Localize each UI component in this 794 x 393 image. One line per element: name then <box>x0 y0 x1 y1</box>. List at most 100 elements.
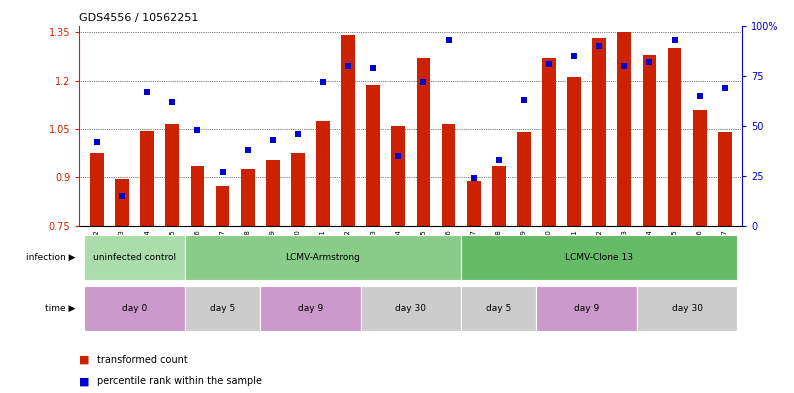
Bar <box>266 160 279 226</box>
Bar <box>216 185 229 226</box>
Bar <box>436 26 461 226</box>
Bar <box>467 181 480 226</box>
Text: GDS4556 / 10562251: GDS4556 / 10562251 <box>79 13 198 23</box>
Bar <box>417 58 430 226</box>
Bar <box>537 286 637 331</box>
Bar <box>567 77 581 226</box>
Text: day 9: day 9 <box>298 304 323 313</box>
Point <box>341 62 354 69</box>
Point <box>116 193 129 199</box>
Text: day 30: day 30 <box>672 304 703 313</box>
Bar <box>592 39 606 226</box>
Text: uninfected control: uninfected control <box>93 253 176 262</box>
Text: percentile rank within the sample: percentile rank within the sample <box>97 376 262 386</box>
Text: infection ▶: infection ▶ <box>26 253 75 262</box>
Bar <box>366 85 380 226</box>
Bar <box>668 48 681 226</box>
Point <box>91 139 103 145</box>
Point <box>241 147 254 153</box>
Bar <box>637 286 738 331</box>
Point <box>367 64 380 71</box>
Bar <box>360 26 386 226</box>
Text: time ▶: time ▶ <box>45 304 75 313</box>
Bar <box>712 26 738 226</box>
Bar <box>160 26 185 226</box>
Point <box>643 59 656 65</box>
Point <box>216 169 229 175</box>
Bar <box>486 26 511 226</box>
Bar <box>235 26 260 226</box>
Point <box>542 61 555 67</box>
Bar <box>336 26 360 226</box>
Bar <box>542 58 556 226</box>
Bar <box>360 286 461 331</box>
Bar <box>662 26 687 226</box>
Bar <box>285 26 310 226</box>
Bar <box>537 26 561 226</box>
Text: ■: ■ <box>79 354 90 365</box>
Bar <box>84 235 185 280</box>
Text: transformed count: transformed count <box>97 354 187 365</box>
Point <box>392 152 405 159</box>
Bar <box>310 26 336 226</box>
Bar <box>492 166 506 226</box>
Bar <box>260 26 285 226</box>
Bar <box>141 130 154 226</box>
Bar <box>461 286 537 331</box>
Point <box>492 157 505 163</box>
Bar <box>110 26 135 226</box>
Point <box>518 97 530 103</box>
Bar <box>291 153 305 226</box>
Point <box>618 62 630 69</box>
Bar <box>693 110 707 226</box>
Bar <box>210 26 235 226</box>
Point <box>669 37 681 43</box>
Text: day 0: day 0 <box>122 304 147 313</box>
Text: day 5: day 5 <box>486 304 511 313</box>
Bar <box>561 26 587 226</box>
Bar <box>612 26 637 226</box>
Text: day 5: day 5 <box>210 304 235 313</box>
Bar <box>441 124 456 226</box>
Bar <box>185 26 210 226</box>
Bar <box>642 55 657 226</box>
Bar <box>461 26 486 226</box>
Point <box>317 79 330 85</box>
Text: day 9: day 9 <box>574 304 599 313</box>
Bar <box>687 26 712 226</box>
Bar <box>165 124 179 226</box>
Text: day 30: day 30 <box>395 304 426 313</box>
Bar <box>84 26 110 226</box>
Text: LCMV-Clone 13: LCMV-Clone 13 <box>565 253 634 262</box>
Bar <box>718 132 732 226</box>
Point <box>568 52 580 59</box>
Point <box>166 99 179 105</box>
Bar <box>587 26 612 226</box>
Bar <box>341 35 355 226</box>
Bar <box>84 286 185 331</box>
Bar <box>185 235 461 280</box>
Bar <box>90 153 104 226</box>
Bar <box>241 169 255 226</box>
Point <box>442 37 455 43</box>
Bar <box>517 132 531 226</box>
Point <box>417 79 430 85</box>
Point <box>191 127 204 133</box>
Bar <box>411 26 436 226</box>
Bar <box>191 166 204 226</box>
Point <box>267 137 279 143</box>
Point <box>693 92 706 99</box>
Bar <box>260 286 360 331</box>
Bar <box>135 26 160 226</box>
Bar <box>637 26 662 226</box>
Point <box>719 84 731 91</box>
Point <box>468 175 480 181</box>
Text: LCMV-Armstrong: LCMV-Armstrong <box>286 253 360 262</box>
Bar <box>391 126 405 226</box>
Text: ■: ■ <box>79 376 90 386</box>
Bar <box>185 286 260 331</box>
Bar <box>461 235 738 280</box>
Point <box>141 88 153 95</box>
Bar <box>115 179 129 226</box>
Bar <box>511 26 537 226</box>
